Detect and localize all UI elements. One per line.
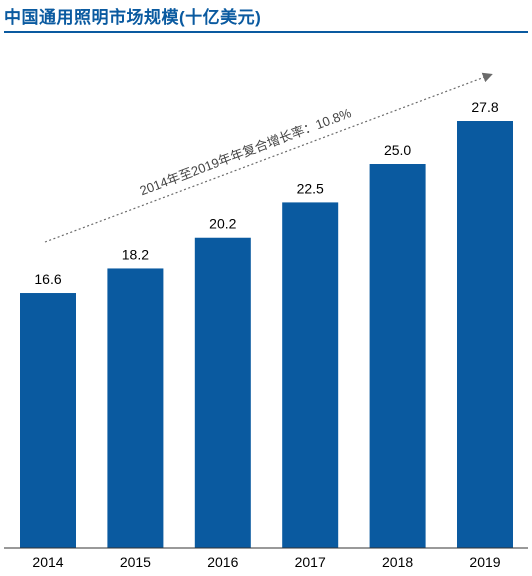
cagr-trend-arrow bbox=[44, 72, 493, 243]
data-label-2016: 20.2 bbox=[209, 216, 236, 232]
data-label-2014: 16.6 bbox=[34, 271, 61, 287]
x-tick-label-2017: 2017 bbox=[295, 554, 326, 570]
x-tick-label-2019: 2019 bbox=[469, 554, 500, 570]
x-tick-label-2018: 2018 bbox=[382, 554, 413, 570]
data-label-2018: 25.0 bbox=[384, 142, 411, 158]
bar-2018 bbox=[369, 164, 426, 548]
x-tick-label-2016: 2016 bbox=[207, 554, 238, 570]
chart-title: 中国通用照明市场规模(十亿美元) bbox=[4, 8, 262, 27]
bar-2014 bbox=[20, 293, 76, 548]
x-tick-label-2015: 2015 bbox=[120, 554, 151, 570]
bars-layer bbox=[20, 121, 513, 548]
data-label-2017: 22.5 bbox=[297, 180, 324, 196]
bar-2017 bbox=[282, 202, 339, 548]
bar-2015 bbox=[107, 268, 164, 548]
data-label-2015: 18.2 bbox=[122, 246, 149, 262]
title-underline bbox=[4, 31, 528, 33]
labels-layer: 16.6 2014 18.2 2015 20.2 2016 22.5 2017 25.0 2018… bbox=[32, 99, 500, 570]
x-tick-label-2014: 2014 bbox=[32, 554, 63, 570]
bar-2019 bbox=[457, 121, 513, 548]
bar-2016 bbox=[194, 237, 251, 548]
data-label-2019: 27.8 bbox=[471, 99, 498, 115]
